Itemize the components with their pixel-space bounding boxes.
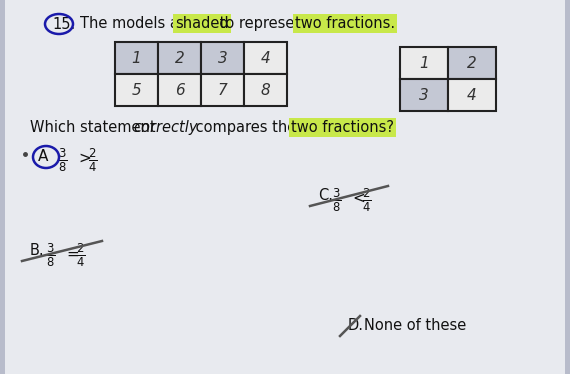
Text: None of these: None of these bbox=[364, 318, 466, 333]
Text: 15.: 15. bbox=[52, 17, 75, 32]
Text: A: A bbox=[38, 149, 48, 164]
Text: 5: 5 bbox=[132, 83, 141, 98]
Bar bbox=[158, 74, 201, 106]
Text: C.: C. bbox=[318, 188, 333, 203]
Text: D.: D. bbox=[348, 318, 364, 333]
Text: $=$: $=$ bbox=[64, 246, 80, 261]
Bar bbox=[400, 47, 448, 79]
Text: 4: 4 bbox=[467, 88, 477, 102]
FancyBboxPatch shape bbox=[5, 0, 565, 374]
Bar bbox=[201, 74, 244, 106]
Text: 2: 2 bbox=[174, 50, 184, 65]
Bar bbox=[244, 74, 287, 106]
Bar bbox=[201, 42, 244, 74]
Text: 4: 4 bbox=[260, 50, 270, 65]
Text: compares these: compares these bbox=[191, 120, 317, 135]
Bar bbox=[448, 47, 496, 79]
Text: $>$: $>$ bbox=[76, 151, 92, 166]
Text: two fractions.: two fractions. bbox=[295, 16, 395, 31]
Text: $\frac{2}{4}$: $\frac{2}{4}$ bbox=[362, 187, 372, 214]
Bar bbox=[158, 42, 201, 74]
Bar bbox=[115, 42, 158, 74]
Text: $\frac{3}{8}$: $\frac{3}{8}$ bbox=[332, 187, 341, 214]
Text: Which statement: Which statement bbox=[30, 120, 160, 135]
Text: two fractions?: two fractions? bbox=[291, 120, 394, 135]
Bar bbox=[244, 42, 287, 74]
Text: 1: 1 bbox=[132, 50, 141, 65]
Text: 8: 8 bbox=[260, 83, 270, 98]
Bar bbox=[448, 79, 496, 111]
Text: 6: 6 bbox=[174, 83, 184, 98]
Bar bbox=[400, 79, 448, 111]
Text: $\frac{2}{4}$: $\frac{2}{4}$ bbox=[88, 147, 97, 174]
Text: to represent: to represent bbox=[215, 16, 314, 31]
Text: 3: 3 bbox=[218, 50, 227, 65]
Bar bbox=[115, 74, 158, 106]
Text: correctly: correctly bbox=[133, 120, 197, 135]
Text: 3: 3 bbox=[419, 88, 429, 102]
Text: The models are: The models are bbox=[80, 16, 198, 31]
Text: $\frac{3}{8}$: $\frac{3}{8}$ bbox=[46, 242, 55, 269]
Text: shaded: shaded bbox=[175, 16, 229, 31]
Text: 1: 1 bbox=[419, 55, 429, 71]
Text: $\frac{3}{8}$: $\frac{3}{8}$ bbox=[58, 147, 67, 174]
Text: $<$: $<$ bbox=[350, 191, 366, 206]
Text: B.: B. bbox=[30, 243, 44, 258]
Text: 2: 2 bbox=[467, 55, 477, 71]
Text: 7: 7 bbox=[218, 83, 227, 98]
Text: $\frac{2}{4}$: $\frac{2}{4}$ bbox=[76, 242, 86, 269]
